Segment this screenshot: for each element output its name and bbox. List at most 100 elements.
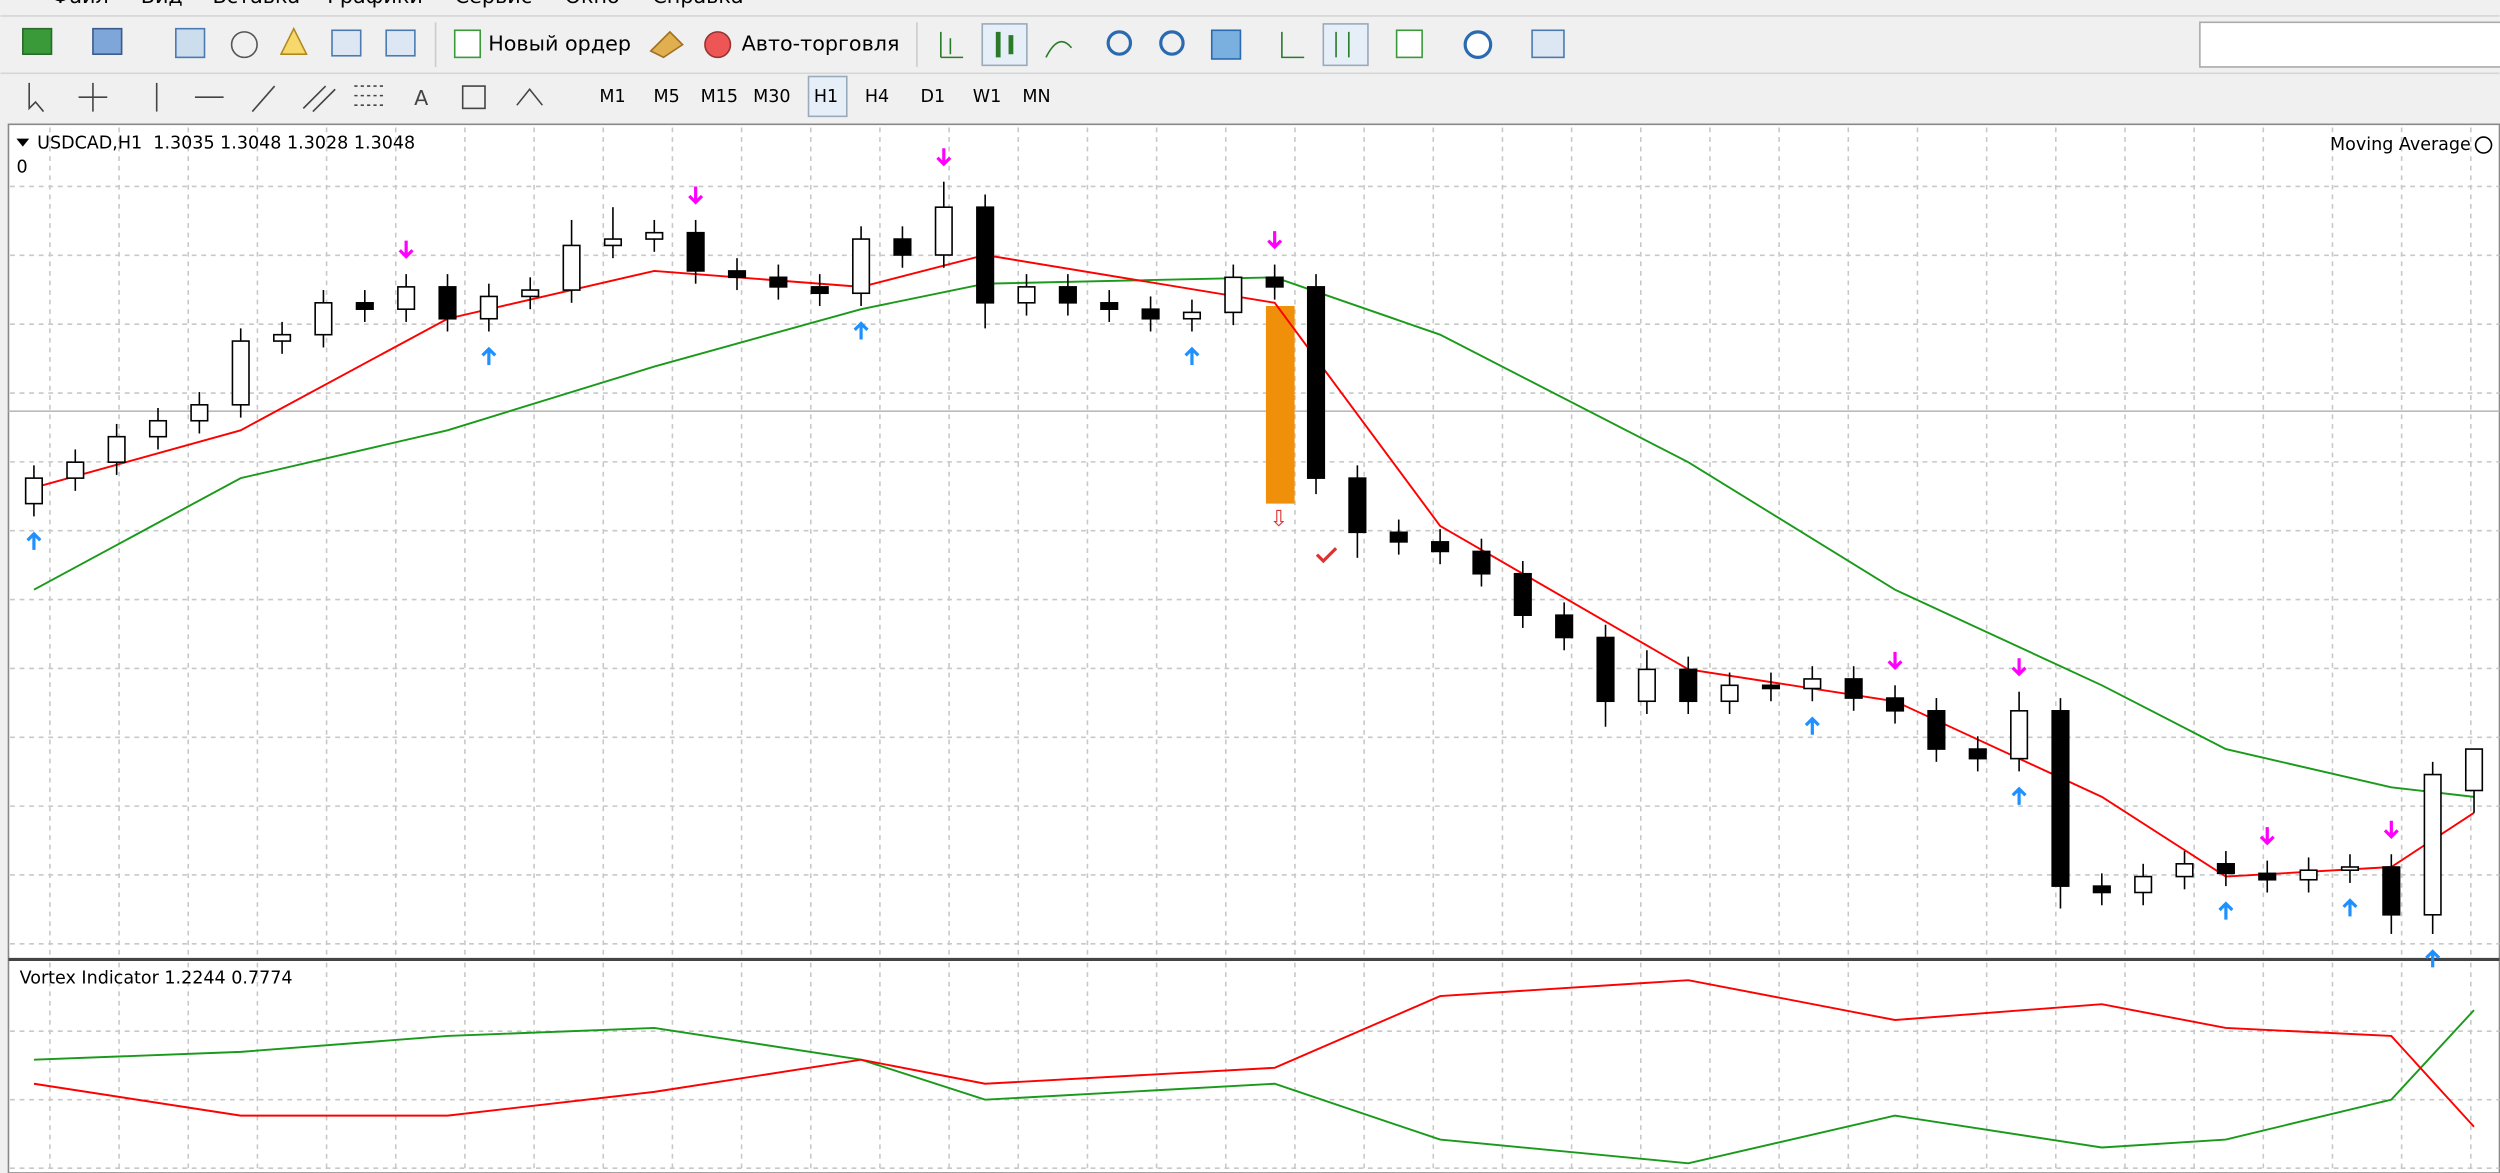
- icon[interactable]: [385, 29, 416, 57]
- icon[interactable]: [331, 29, 362, 57]
- buy-signal: [2425, 949, 2441, 968]
- candle-body: [1389, 531, 1408, 543]
- candle-body: [2423, 773, 2442, 916]
- icon[interactable]: [230, 31, 258, 59]
- icon[interactable]: [1106, 30, 1133, 56]
- candle-body: [1058, 286, 1077, 304]
- icon[interactable]: [704, 31, 732, 59]
- candle-body: [852, 238, 871, 295]
- menu-item[interactable]: Окно: [565, 0, 620, 8]
- menu-item[interactable]: Вставка: [212, 0, 300, 8]
- candle-body: [1761, 684, 1781, 690]
- icon[interactable]: [78, 82, 108, 112]
- toolbar: [22, 21, 2500, 68]
- buy-signal: [26, 531, 42, 550]
- icon[interactable]: [1210, 29, 1242, 60]
- icon[interactable]: [1045, 40, 1073, 58]
- timeframe-button[interactable]: D1: [921, 87, 946, 107]
- dropdown-icon[interactable]: [16, 138, 30, 147]
- candle-body: [1472, 550, 1491, 575]
- new-order-button[interactable]: Новый ордер: [488, 32, 631, 56]
- icon[interactable]: [649, 30, 684, 59]
- timeframe-button[interactable]: H4: [865, 87, 889, 107]
- timeframe-button[interactable]: M15: [701, 87, 738, 107]
- candle-body: [2134, 875, 2153, 894]
- sell-signal: [398, 240, 414, 259]
- menu-item[interactable]: Вид: [141, 0, 183, 8]
- timeframe-button[interactable]: M1: [599, 87, 625, 107]
- candle-body: [2092, 885, 2111, 894]
- candle-body: [2340, 866, 2360, 871]
- icon[interactable]: [1281, 31, 1305, 59]
- icon[interactable]: [1395, 29, 1423, 59]
- chart-window: [7, 123, 2500, 1173]
- icon[interactable]: [453, 29, 482, 59]
- auto-trading-button[interactable]: Авто-торговля: [742, 32, 900, 56]
- icon[interactable]: [940, 31, 964, 59]
- candle-body: [24, 477, 43, 505]
- icon[interactable]: [279, 26, 308, 55]
- candle-body: [66, 461, 85, 479]
- icon[interactable]: [1531, 29, 1565, 59]
- menu-item[interactable]: Графики: [327, 0, 423, 8]
- candle-body: [355, 302, 374, 310]
- timeframe-button[interactable]: MN: [1022, 87, 1050, 107]
- indicator-icon[interactable]: [2474, 136, 2493, 154]
- plot: [24, 148, 2484, 1165]
- candle-body: [1844, 678, 1863, 699]
- candle-body: [2382, 866, 2401, 916]
- candle-body: [2051, 710, 2070, 887]
- button-pressed[interactable]: [981, 23, 1028, 67]
- candle-body: [521, 289, 540, 298]
- candle-body: [1431, 541, 1450, 553]
- button-pressed[interactable]: [807, 75, 848, 118]
- candle-body: [1348, 477, 1367, 534]
- icon[interactable]: [1159, 30, 1185, 56]
- sell-signal: [2011, 658, 2027, 677]
- menu-item[interactable]: Справка: [652, 0, 743, 8]
- menu-bar: Файл Вид Вставка Графики Сервис Окно Справка: [52, 0, 744, 8]
- sell-signal: [2383, 820, 2399, 839]
- icon[interactable]: A: [414, 86, 428, 110]
- icon[interactable]: [516, 87, 543, 106]
- candle-body: [603, 238, 623, 247]
- sell-arrow: ⇩: [1269, 506, 1288, 532]
- candle-body: [1224, 276, 1243, 314]
- candle-body: [645, 231, 664, 240]
- buy-signal: [1804, 716, 1820, 735]
- search-box[interactable]: [2199, 21, 2500, 68]
- highlight: [1265, 306, 1295, 504]
- icon[interactable]: [28, 82, 45, 113]
- icon[interactable]: [92, 27, 123, 55]
- menu-item[interactable]: Сервис: [455, 0, 532, 8]
- candle-body: [1017, 286, 1036, 304]
- icon[interactable]: [354, 85, 384, 106]
- ma-slow: [33, 276, 2475, 798]
- icon[interactable]: [302, 85, 336, 113]
- icon[interactable]: [995, 31, 1014, 58]
- timeframe-button[interactable]: M30: [753, 87, 790, 107]
- candle-body: [1596, 636, 1615, 703]
- icon[interactable]: [175, 27, 206, 59]
- candle-body: [562, 244, 581, 291]
- icon[interactable]: [461, 85, 486, 110]
- timeframe-button[interactable]: M5: [654, 87, 680, 107]
- menu-item[interactable]: Файл: [52, 0, 109, 8]
- candle-body: [810, 286, 829, 295]
- icon[interactable]: [1335, 31, 1350, 58]
- timeframe-button[interactable]: W1: [973, 87, 1001, 107]
- candle-body: [727, 270, 747, 279]
- candle-body: [1679, 668, 1698, 703]
- icon[interactable]: [251, 85, 276, 113]
- buy-signal: [853, 321, 869, 340]
- icon[interactable]: [1463, 30, 1493, 59]
- candle-body: [1555, 614, 1574, 639]
- icon[interactable]: [22, 27, 53, 55]
- vortex-label: Vortex Indicator 1.2244 0.7774: [20, 969, 293, 989]
- candle-body: [2175, 863, 2194, 878]
- button-pressed[interactable]: [1322, 23, 1369, 67]
- timeframe-button[interactable]: H1: [814, 87, 838, 107]
- candle-body: [2216, 863, 2235, 875]
